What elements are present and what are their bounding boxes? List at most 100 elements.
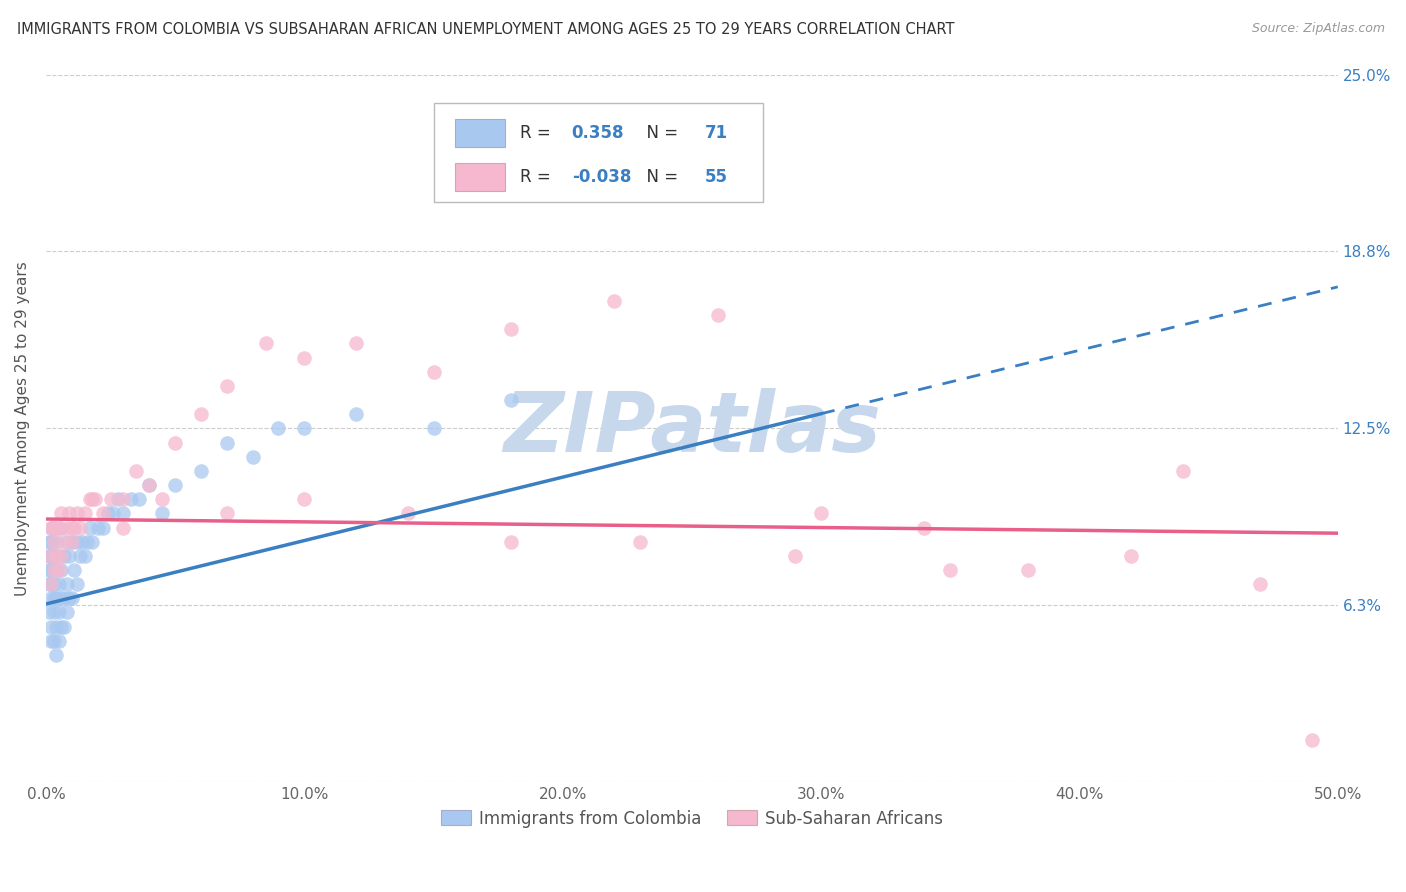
Point	[42, 534, 65, 549]
Point	[242, 450, 264, 464]
Point	[112, 507, 135, 521]
Point	[267, 421, 290, 435]
Point	[39, 633, 62, 648]
Point	[125, 464, 148, 478]
Point	[215, 507, 238, 521]
Point	[45, 619, 67, 633]
FancyBboxPatch shape	[433, 103, 763, 202]
Point	[60, 520, 83, 534]
Point	[39, 520, 62, 534]
Point	[292, 351, 315, 365]
Point	[42, 563, 65, 577]
FancyBboxPatch shape	[456, 120, 505, 147]
Point	[60, 534, 83, 549]
Point	[38, 534, 60, 549]
Text: -0.038: -0.038	[572, 169, 631, 186]
Point	[42, 577, 65, 591]
Point	[51, 563, 73, 577]
Point	[1017, 563, 1039, 577]
Point	[84, 492, 107, 507]
Point	[45, 549, 67, 563]
Text: IMMIGRANTS FROM COLOMBIA VS SUBSAHARAN AFRICAN UNEMPLOYMENT AMONG AGES 25 TO 29 : IMMIGRANTS FROM COLOMBIA VS SUBSAHARAN A…	[17, 22, 955, 37]
Point	[39, 577, 62, 591]
FancyBboxPatch shape	[456, 163, 505, 191]
Point	[38, 549, 60, 563]
Y-axis label: Unemployment Among Ages 25 to 29 years: Unemployment Among Ages 25 to 29 years	[15, 261, 30, 596]
Point	[66, 534, 89, 549]
Point	[344, 407, 367, 421]
Point	[603, 153, 626, 167]
Point	[39, 563, 62, 577]
Point	[55, 520, 77, 534]
Point	[91, 507, 114, 521]
Point	[53, 591, 76, 606]
Point	[499, 322, 522, 336]
Point	[190, 407, 212, 421]
Point	[48, 520, 70, 534]
Point	[215, 435, 238, 450]
Point	[42, 549, 65, 563]
Point	[42, 606, 65, 620]
Point	[69, 549, 91, 563]
Point	[785, 549, 807, 563]
Point	[38, 577, 60, 591]
Point	[215, 379, 238, 393]
Point	[42, 633, 65, 648]
Point	[1301, 732, 1323, 747]
Point	[254, 336, 277, 351]
Point	[292, 421, 315, 435]
Point	[101, 507, 124, 521]
Point	[165, 478, 187, 492]
Point	[91, 520, 114, 534]
Point	[107, 492, 129, 507]
Point	[422, 421, 444, 435]
Point	[45, 520, 67, 534]
Text: R =: R =	[520, 169, 555, 186]
Point	[38, 563, 60, 577]
Point	[55, 534, 77, 549]
Point	[58, 591, 80, 606]
Point	[1119, 549, 1142, 563]
Point	[42, 520, 65, 534]
Point	[39, 619, 62, 633]
Point	[60, 534, 83, 549]
Point	[810, 507, 832, 521]
Point	[138, 478, 160, 492]
Point	[39, 520, 62, 534]
Point	[150, 492, 173, 507]
Point	[55, 577, 77, 591]
Point	[128, 492, 150, 507]
Point	[70, 534, 93, 549]
Point	[82, 492, 104, 507]
Point	[86, 520, 108, 534]
Text: ZIPatlas: ZIPatlas	[503, 388, 880, 469]
Point	[138, 478, 160, 492]
Point	[60, 591, 83, 606]
Point	[63, 563, 86, 577]
Point	[48, 577, 70, 591]
Point	[63, 520, 86, 534]
Point	[39, 577, 62, 591]
Point	[344, 336, 367, 351]
Point	[112, 520, 135, 534]
Point	[45, 534, 67, 549]
Point	[38, 606, 60, 620]
Text: Source: ZipAtlas.com: Source: ZipAtlas.com	[1251, 22, 1385, 36]
Point	[912, 520, 935, 534]
Point	[76, 534, 98, 549]
Point	[39, 591, 62, 606]
Point	[66, 507, 89, 521]
Point	[53, 534, 76, 549]
Text: R =: R =	[520, 124, 555, 142]
Point	[39, 549, 62, 563]
Text: N =: N =	[637, 124, 683, 142]
Point	[45, 648, 67, 662]
Point	[165, 435, 187, 450]
Point	[66, 577, 89, 591]
Text: 55: 55	[704, 169, 728, 186]
Point	[97, 507, 120, 521]
Text: 71: 71	[704, 124, 728, 142]
Point	[45, 591, 67, 606]
Point	[292, 492, 315, 507]
Point	[39, 534, 62, 549]
